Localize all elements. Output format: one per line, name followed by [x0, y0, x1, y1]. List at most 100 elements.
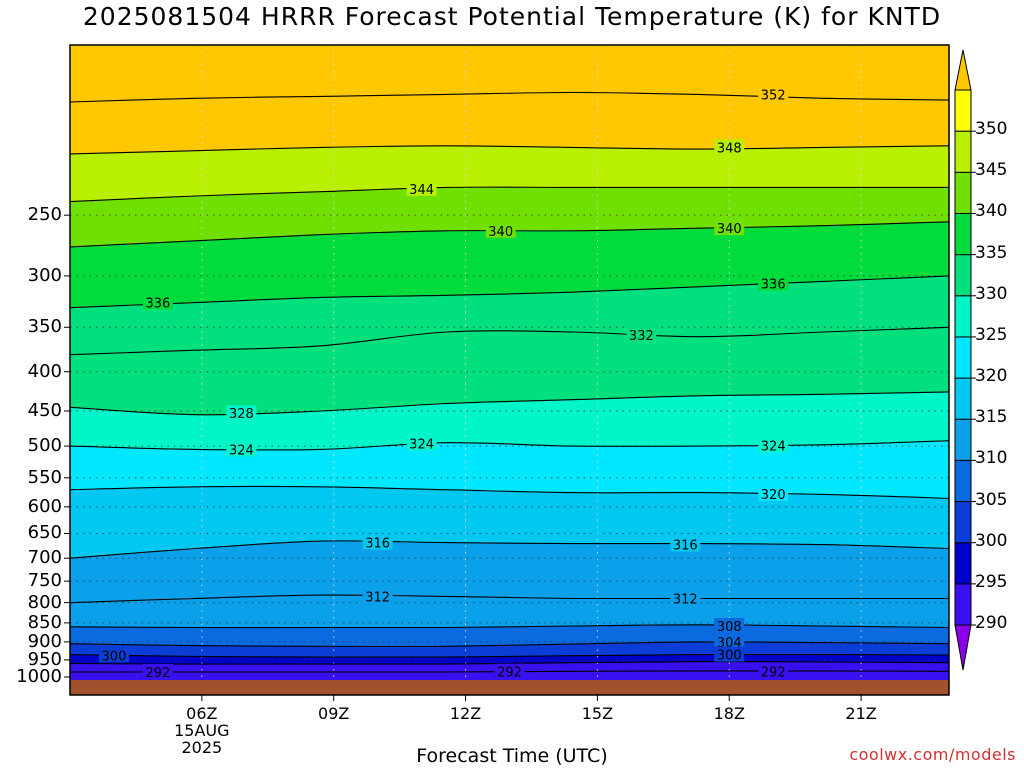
contour-label: 340 [488, 225, 513, 240]
colorbar-box [954, 295, 972, 338]
contour-352 [70, 91, 949, 103]
contour-label: 292 [145, 666, 170, 681]
colorbar-box [954, 501, 972, 544]
x-tick-label: 12Z [449, 704, 482, 723]
y-tick-label: 300 [27, 264, 62, 286]
x-tick-label: 15Z [581, 704, 614, 723]
ground-layer [70, 680, 949, 695]
contour-label: 300 [717, 649, 742, 664]
contour-label-bg [758, 275, 789, 291]
contour-lines [70, 91, 949, 673]
y-tick-label: 350 [27, 316, 62, 338]
colorbar-label: 350 [975, 119, 1008, 140]
contour-label: 352 [761, 88, 786, 103]
contour-label-bg [362, 588, 393, 604]
credit-link[interactable]: coolwx.com/models [849, 745, 1016, 764]
contour-label-bg [626, 326, 657, 342]
contour-304 [70, 641, 949, 648]
contour-312 [70, 594, 949, 604]
grid-lines [70, 45, 949, 695]
colorbar-box [954, 542, 972, 585]
plot-frame [69, 44, 950, 696]
contour-label: 332 [629, 329, 654, 344]
contour-label-bg [98, 647, 129, 663]
y-tick-label: 750 [27, 570, 62, 592]
x-tick-label: 15AUG [174, 721, 230, 740]
contour-label-bg [670, 536, 701, 552]
contour-316 [70, 540, 949, 559]
contour-label: 324 [761, 439, 786, 454]
y-tick-label: 1000 [16, 666, 62, 687]
contour-308 [70, 624, 949, 629]
contour-label-bg [714, 220, 745, 236]
contour-label-bg [406, 180, 437, 196]
colorbar-label: 300 [975, 530, 1008, 551]
y-tick-label: 550 [27, 466, 62, 488]
contour-label-bg [758, 437, 789, 453]
colorbar-label: 325 [975, 324, 1008, 345]
contour-label: 340 [717, 222, 742, 237]
contour-label: 300 [102, 649, 127, 664]
y-tick-label: 500 [27, 435, 62, 457]
colorbar-label: 315 [975, 407, 1008, 428]
colorbar-box [954, 89, 972, 132]
y-tick-label: 850 [27, 611, 62, 633]
colorbar-box [954, 130, 972, 173]
contour-label-bg [714, 646, 745, 662]
contour-320 [70, 485, 949, 499]
contour-label-bg [142, 663, 173, 679]
contour-label: 336 [145, 297, 170, 312]
colorbar-label: 335 [975, 242, 1008, 263]
axis-ticks [64, 214, 862, 701]
contour-label: 320 [761, 488, 786, 503]
colorbar-label: 305 [975, 489, 1008, 510]
y-tick-label: 800 [27, 591, 62, 613]
x-tick-label: 18Z [713, 704, 745, 723]
contour-label: 292 [497, 666, 522, 681]
contour-300 [70, 653, 949, 658]
colorbar-max-arrow [954, 49, 972, 91]
contour-328 [70, 391, 949, 416]
contour-label: 312 [673, 592, 698, 607]
colorbar-label: 310 [975, 448, 1008, 469]
contour-label: 324 [409, 437, 434, 452]
contour-labels: 352 348 344 340 340 336 336 332 328 324 324 324 320 3… [98, 86, 789, 681]
y-tick-label: 700 [27, 547, 62, 569]
contour-336 [70, 275, 949, 309]
contour-label-bg [226, 441, 257, 457]
x-tick-label: 21Z [845, 704, 877, 723]
contour-label-bg [670, 590, 701, 606]
x-tick-label: 06Z [186, 704, 218, 723]
contour-label-bg [226, 405, 257, 421]
y-tick-label: 250 [27, 204, 62, 226]
contour-label-bg [758, 86, 789, 102]
contour-label: 324 [229, 443, 254, 458]
colorbar-label: 345 [975, 160, 1008, 181]
colorbar-label: 320 [975, 366, 1008, 387]
contour-label: 336 [761, 278, 786, 293]
y-tick-label: 950 [27, 648, 62, 670]
colorbar-min-arrow [954, 624, 972, 671]
colorbar-box [954, 418, 972, 461]
colorbar-label: 290 [975, 613, 1008, 633]
colorbar-box [954, 583, 972, 626]
contour-label-bg [406, 435, 437, 451]
contour-label-bg [758, 663, 789, 679]
colorbar-box [954, 171, 972, 214]
colorbar-label: 295 [975, 571, 1008, 592]
contour-344 [70, 186, 949, 203]
y-tick-label: 400 [27, 360, 62, 382]
contour-label: 344 [409, 183, 434, 198]
contour-332 [70, 326, 949, 356]
contour-label: 292 [761, 665, 786, 680]
contour-label: 328 [229, 407, 254, 422]
contour-label: 312 [365, 590, 390, 605]
y-tick-label: 650 [27, 522, 62, 544]
contour-348 [70, 145, 949, 155]
contour-label: 316 [365, 537, 390, 552]
colorbar [954, 49, 976, 671]
contour-label-bg [714, 139, 745, 155]
colorbar-box [954, 336, 972, 379]
colorbar-label: 330 [975, 283, 1008, 304]
